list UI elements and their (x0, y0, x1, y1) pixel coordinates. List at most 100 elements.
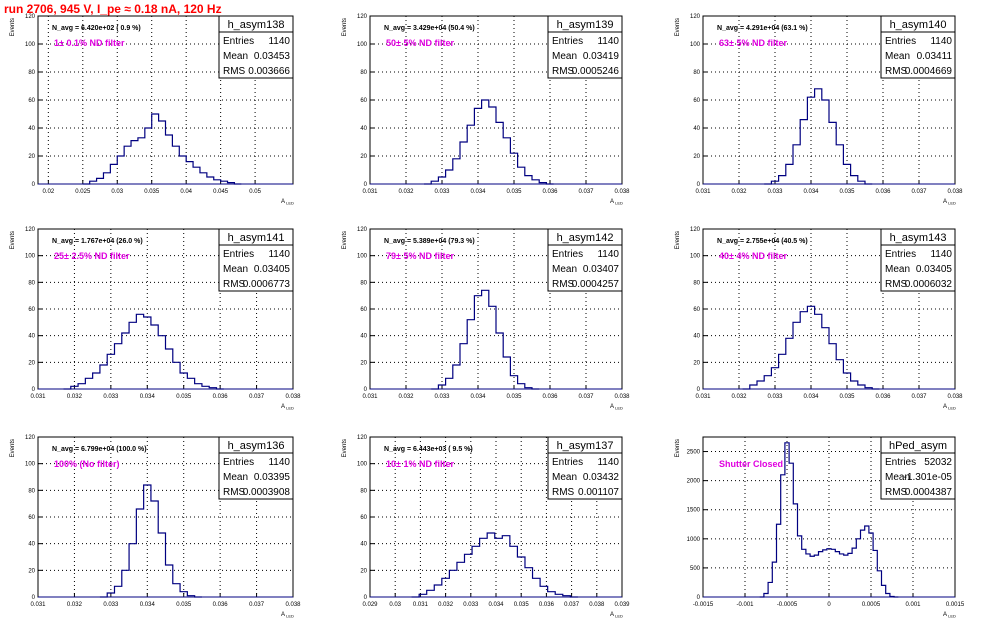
x-tick-label: 0.036 (542, 394, 558, 400)
x-tick-label: 0.038 (947, 189, 963, 195)
stats-box (218, 228, 294, 292)
filter-label: 1± 0.1% ND filter (54, 38, 125, 48)
stat-label: RMS (552, 66, 575, 77)
y-axis-title: Events (10, 231, 16, 249)
y-tick-label: 100 (357, 462, 368, 468)
y-tick-label: 60 (28, 98, 35, 104)
stat-label: Mean (223, 264, 248, 275)
x-tick-label: 0.036 (542, 189, 558, 195)
x-tick-label: -0.0005 (777, 602, 798, 608)
histogram-name: hPed_asym (889, 440, 947, 452)
x-tick-label: 0.034 (140, 394, 156, 400)
x-tick-label: 0.025 (75, 189, 91, 195)
stat-value: 52032 (924, 457, 952, 468)
y-tick-label: 120 (25, 227, 36, 233)
stat-value: 1140 (597, 36, 619, 47)
stat-label: Entries (552, 457, 583, 468)
stat-value: 0.0003908 (243, 487, 291, 498)
y-tick-label: 80 (360, 280, 367, 286)
x-axis-title: A LED (610, 199, 623, 206)
x-axis-title: A LED (281, 404, 294, 411)
x-axis-title: A LED (943, 199, 956, 206)
histogram-series (63, 313, 224, 390)
x-tick-label: 0.037 (578, 394, 594, 400)
x-tick-label: 0.034 (488, 602, 504, 608)
stat-value: 0.03419 (583, 51, 620, 62)
stat-value: 0.03411 (917, 51, 953, 62)
y-tick-label: 40 (360, 126, 367, 132)
stat-value: 0.03407 (583, 264, 620, 275)
x-tick-label: 0.036 (875, 189, 891, 195)
y-tick-label: 120 (690, 227, 701, 233)
x-tick-label: 0.033 (434, 189, 450, 195)
x-tick-label: 0.034 (803, 394, 819, 400)
stat-label: RMS (223, 66, 246, 77)
stats-box (547, 436, 623, 500)
y-tick-label: 80 (28, 70, 35, 76)
x-tick-label: 0.038 (614, 189, 630, 195)
stats-box (218, 15, 294, 79)
stat-value: 0.0006773 (243, 279, 291, 290)
histogram-name: h_asym140 (890, 19, 947, 31)
y-tick-label: 2000 (687, 479, 701, 485)
x-axis-title: A LED (610, 404, 623, 411)
navg-label: N_avg = 6.420e+02 ( 0.9 %) (52, 25, 141, 32)
x-tick-label: -0.0015 (693, 602, 714, 608)
y-tick-label: 2500 (687, 450, 701, 456)
y-tick-label: 500 (690, 566, 701, 572)
stat-value: 1140 (930, 36, 952, 47)
filter-label: 50± 5% ND filter (386, 38, 454, 48)
stat-label: Entries (552, 249, 583, 260)
y-tick-label: 0 (697, 595, 701, 601)
y-tick-label: 80 (360, 488, 367, 494)
x-tick-label: 0.036 (875, 394, 891, 400)
x-tick-label: 0.038 (614, 394, 630, 400)
x-tick-label: 0 (827, 602, 831, 608)
histogram-name: h_asym138 (228, 19, 285, 31)
x-tick-label: 0.0015 (946, 602, 965, 608)
x-tick-label: 0.045 (213, 189, 229, 195)
x-tick-label: 0.032 (731, 394, 747, 400)
stat-label: Entries (885, 457, 916, 468)
y-tick-label: 40 (28, 542, 35, 548)
x-tick-label: 0.035 (176, 394, 192, 400)
y-tick-label: 120 (690, 14, 701, 20)
y-tick-label: 0 (32, 387, 36, 393)
y-tick-label: 40 (360, 334, 367, 340)
y-tick-label: 1000 (687, 537, 701, 543)
y-axis-title: Events (342, 18, 348, 36)
y-tick-label: 80 (693, 280, 700, 286)
stats-box (218, 436, 294, 500)
x-tick-label: 0.037 (564, 602, 580, 608)
x-axis-title: A LED (943, 404, 956, 411)
x-tick-label: 0.038 (589, 602, 605, 608)
x-tick-label: 0.033 (103, 394, 119, 400)
y-tick-label: 20 (360, 360, 367, 366)
filter-label: 25± 2.5% ND filter (54, 251, 130, 261)
x-tick-label: 0.031 (362, 189, 378, 195)
x-tick-label: -0.001 (736, 602, 754, 608)
histogram-panel: -0.0015 -0.001 -0.0005 0 0.0005 0.001 0.0015 0 5… (675, 436, 965, 619)
histogram-series (99, 484, 202, 598)
y-tick-label: 60 (28, 307, 35, 313)
x-tick-label: 0.031 (695, 189, 711, 195)
stat-label: Mean (552, 472, 577, 483)
x-tick-label: 0.031 (30, 602, 46, 608)
histogram-name: h_asym141 (228, 232, 285, 244)
x-tick-label: 0.05 (249, 189, 261, 195)
y-tick-label: 120 (357, 14, 368, 20)
x-tick-label: 0.032 (398, 394, 414, 400)
x-tick-label: 0.038 (947, 394, 963, 400)
y-tick-label: 120 (25, 435, 36, 441)
navg-label: N_avg = 6.799e+04 (100.0 %) (52, 446, 147, 453)
x-tick-label: 0.033 (434, 394, 450, 400)
stat-label: RMS (885, 279, 908, 290)
histogram-panel: 0.031 0.032 0.033 0.034 0.035 0.036 0.037 0.038… (675, 227, 963, 411)
y-axis-title: Events (675, 231, 681, 249)
stat-label: Mean (223, 472, 248, 483)
stat-value: 0.03395 (254, 472, 291, 483)
x-tick-label: 0.033 (767, 189, 783, 195)
y-tick-label: 100 (357, 42, 368, 48)
stat-value: 1140 (268, 249, 290, 260)
x-tick-label: 0.0005 (862, 602, 881, 608)
